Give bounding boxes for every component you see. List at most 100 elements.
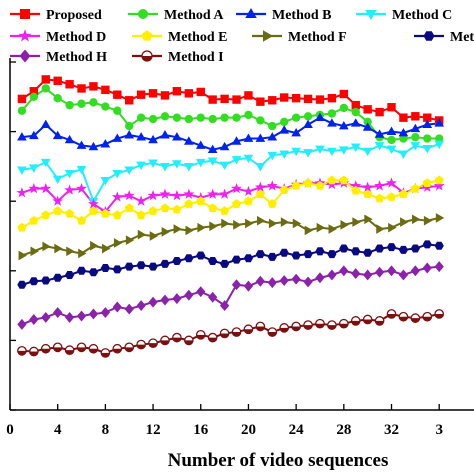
data-point-method-e — [53, 206, 63, 215]
data-point-method-e — [434, 175, 444, 185]
data-point-proposed — [315, 95, 325, 104]
data-point-method-h — [76, 310, 87, 322]
data-point-method-i — [422, 311, 433, 322]
data-point-method-a — [208, 114, 217, 124]
data-point-method-g — [208, 257, 218, 266]
data-point-method-g — [196, 251, 206, 260]
data-point-method-f — [340, 220, 349, 230]
data-point-proposed — [160, 91, 170, 100]
data-point-method-g — [88, 268, 99, 277]
data-point-method-g — [124, 262, 134, 271]
data-point-method-d — [88, 198, 99, 209]
data-point-method-d — [171, 189, 183, 201]
x-tick-label: 16 — [193, 422, 209, 438]
data-point-method-b — [52, 130, 63, 140]
data-point-proposed — [77, 84, 86, 93]
data-point-method-e — [184, 199, 194, 208]
data-point-method-c — [148, 159, 158, 168]
data-point-proposed — [411, 112, 420, 121]
data-point-method-i — [172, 332, 182, 343]
data-point-method-f — [221, 218, 230, 229]
data-point-method-f — [388, 222, 397, 233]
data-point-method-e — [100, 208, 110, 218]
data-point-method-c — [291, 147, 301, 157]
data-point-method-c — [136, 161, 146, 171]
data-point-method-d — [362, 181, 374, 192]
data-point-method-a — [17, 106, 27, 115]
data-point-method-d — [243, 185, 254, 197]
data-point-method-i — [434, 309, 445, 319]
legend-label-method-e: Method E — [168, 30, 228, 45]
data-point-method-b — [40, 119, 51, 128]
data-point-method-b — [398, 127, 409, 137]
data-point-proposed — [256, 97, 265, 106]
data-point-proposed — [280, 93, 289, 102]
data-point-method-a — [101, 102, 110, 111]
data-point-method-h — [172, 293, 182, 305]
data-point-method-c — [52, 175, 63, 184]
data-point-proposed — [113, 90, 122, 99]
data-point-method-g — [410, 244, 420, 253]
data-point-method-f — [209, 221, 218, 232]
data-point-method-a — [256, 116, 265, 125]
data-point-method-i — [291, 321, 301, 332]
data-point-method-a — [184, 114, 194, 124]
data-point-method-i — [350, 316, 361, 326]
data-point-method-d — [64, 184, 76, 195]
legend: Proposed Method A Method B Method C Method D… — [10, 8, 474, 65]
data-point-method-d — [123, 189, 135, 201]
data-point-proposed — [303, 94, 313, 104]
legend-label-method-d: Method D — [46, 30, 106, 45]
legend-marker-method-d — [18, 29, 32, 42]
data-point-method-f — [90, 240, 99, 251]
data-point-method-h — [267, 277, 277, 289]
data-point-method-f — [233, 220, 242, 230]
data-point-method-e — [351, 185, 361, 195]
x-tick-label: 32 — [384, 422, 399, 438]
data-point-method-c — [219, 161, 230, 171]
data-point-method-g — [160, 259, 170, 268]
data-point-method-a — [65, 100, 74, 110]
data-point-method-i — [327, 320, 337, 330]
data-point-method-d — [183, 188, 195, 199]
data-point-method-g — [315, 247, 325, 256]
data-point-method-d — [386, 177, 397, 188]
data-point-method-h — [434, 261, 444, 273]
data-point-method-h — [208, 291, 218, 303]
data-point-method-b — [279, 125, 290, 134]
x-tick-label: 28 — [336, 422, 351, 438]
data-point-method-d — [254, 181, 266, 192]
data-point-method-g — [172, 257, 182, 266]
data-point-method-i — [267, 327, 278, 337]
data-point-method-a — [351, 107, 360, 117]
data-point-method-h — [386, 265, 397, 277]
data-point-method-c — [374, 142, 385, 151]
data-point-proposed — [89, 82, 98, 91]
data-point-method-f — [376, 224, 385, 234]
data-point-method-e — [17, 222, 27, 232]
data-point-method-i — [28, 346, 39, 357]
data-point-method-f — [280, 217, 290, 227]
data-point-method-e — [315, 181, 325, 190]
data-point-method-h — [53, 307, 63, 319]
data-point-method-g — [53, 273, 63, 282]
data-point-method-a — [160, 112, 170, 121]
data-point-proposed — [232, 95, 241, 104]
data-point-method-g — [112, 265, 122, 274]
data-point-method-c — [303, 149, 313, 158]
legend-marker-method-a — [138, 9, 148, 19]
data-point-method-e — [327, 175, 337, 185]
data-point-method-h — [100, 307, 110, 319]
legend-background — [0, 0, 474, 64]
data-point-method-f — [185, 225, 194, 236]
data-point-method-i — [207, 332, 218, 343]
data-point-proposed — [327, 93, 337, 103]
data-point-method-f — [197, 222, 206, 233]
data-point-method-c — [76, 165, 87, 175]
data-point-method-a — [29, 92, 39, 102]
data-point-method-h — [29, 314, 39, 325]
data-point-method-a — [291, 113, 301, 122]
data-point-method-c — [207, 157, 218, 166]
data-point-method-h — [136, 300, 146, 312]
data-point-method-b — [291, 127, 301, 137]
